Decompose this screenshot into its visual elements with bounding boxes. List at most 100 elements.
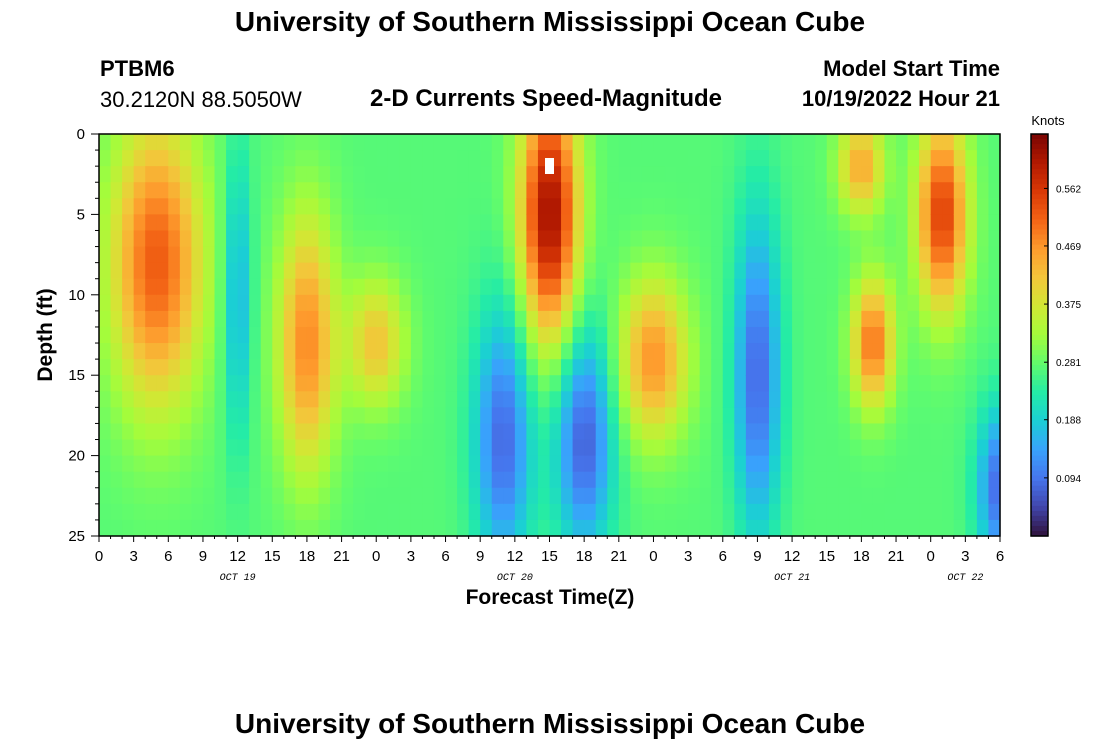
heatmap-cell [387,134,400,151]
heatmap-cell [99,343,112,360]
heatmap-cell [919,262,932,280]
heatmap-cell [641,134,655,151]
heatmap-cell [399,487,412,505]
heatmap-cell [872,455,886,473]
heatmap-cell [480,391,493,408]
heatmap-cell [618,278,631,296]
heatmap-cell [792,134,805,151]
heatmap-cell [341,455,354,473]
heatmap-cell [156,310,169,328]
heatmap-cell [688,439,701,457]
heatmap-cell [561,182,574,199]
heatmap-cell [191,262,204,280]
heatmap-cell [815,166,828,183]
heatmap-cell [480,326,493,344]
heatmap-cell [191,134,204,151]
heatmap-cell [514,214,527,232]
heatmap-cell [399,246,412,264]
heatmap-cell [202,134,216,151]
heatmap-cell [445,134,458,151]
heatmap-cell [283,246,296,264]
heatmap-cell [965,230,978,248]
heatmap-cell [341,439,354,457]
heatmap-cell [133,503,146,521]
heatmap-cell [445,407,458,425]
heatmap-cell [399,423,412,441]
colorbar-tick-label: 0.281 [1056,358,1081,369]
heatmap-cell [896,230,909,248]
heatmap-cell [838,455,851,473]
heatmap-cell [826,439,839,457]
heatmap-cell [745,391,759,408]
heatmap-cell [584,471,597,489]
heatmap-cell [283,198,296,215]
heatmap-cell [145,262,158,280]
heatmap-cell [260,503,273,521]
heatmap-cell [757,166,770,183]
heatmap-cell [526,150,539,167]
heatmap-cell [179,375,193,392]
heatmap-cell [872,134,886,151]
heatmap-cell [722,166,735,183]
heatmap-cell [468,343,481,360]
heatmap-cell [919,407,932,425]
heatmap-cell [179,262,193,280]
heatmap-cell [665,294,678,312]
heatmap-cell [214,182,227,199]
heatmap-cell [676,487,689,505]
heatmap-cell [896,407,909,425]
heatmap-cell [526,294,539,312]
heatmap-cell [549,487,562,505]
heatmap-cell [595,471,608,489]
x-tick-label: 15 [264,548,281,565]
heatmap-cell [179,230,193,248]
x-tick-label: 12 [784,548,801,565]
heatmap-cell [156,278,169,296]
heatmap-cell [526,326,539,344]
colorbar-segment [1031,144,1048,150]
heatmap-cell [607,246,620,264]
heatmap-cell [468,423,481,441]
heatmap-cell [422,439,435,457]
heatmap-cell [953,134,966,151]
heatmap-cell [896,359,909,376]
heatmap-cell [722,423,735,441]
heatmap-cell [99,246,112,264]
heatmap-cell [156,150,169,167]
heatmap-cell [179,359,193,376]
heatmap-cell [653,134,666,151]
heatmap-cell [561,359,574,376]
heatmap-cell [884,407,897,425]
heatmap-cell [145,359,158,376]
heatmap-cell [942,343,955,360]
heatmap-cell [815,230,828,248]
heatmap-cell [410,407,424,425]
heatmap-cell [168,359,181,376]
heatmap-cell [780,455,793,473]
heatmap-cell [272,198,285,215]
x-tick-label: 12 [229,548,246,565]
heatmap-cell [433,487,447,505]
heatmap-cell [711,246,724,264]
heatmap-cell [410,375,424,392]
heatmap-cell [803,391,816,408]
heatmap-cell [537,519,551,537]
heatmap-cell [826,310,839,328]
heatmap-cell [480,343,493,360]
heatmap-cell [202,455,216,473]
heatmap-cell [942,439,955,457]
heatmap-cell [433,455,447,473]
heatmap-cell [618,166,631,183]
heatmap-cell [226,294,239,312]
heatmap-cell [884,134,897,151]
heatmap-cell [318,214,331,232]
heatmap-cell [919,503,932,521]
heatmap-cell [387,375,400,392]
heatmap-cell [410,230,424,248]
heatmap-cell [826,182,839,199]
heatmap-cell [884,423,897,441]
heatmap-cell [99,230,112,248]
heatmap-cell [942,519,955,537]
heatmap-cell [688,198,701,215]
heatmap-cell [838,439,851,457]
